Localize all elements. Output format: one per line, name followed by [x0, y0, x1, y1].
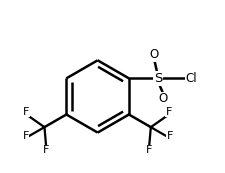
- Text: F: F: [165, 107, 171, 117]
- Text: F: F: [166, 131, 172, 141]
- Text: O: O: [149, 48, 158, 61]
- Text: F: F: [23, 107, 29, 117]
- Text: F: F: [22, 131, 29, 141]
- Text: Cl: Cl: [185, 72, 197, 85]
- Text: F: F: [43, 145, 49, 155]
- Text: O: O: [158, 92, 167, 105]
- Text: S: S: [153, 72, 161, 85]
- Text: F: F: [145, 145, 152, 155]
